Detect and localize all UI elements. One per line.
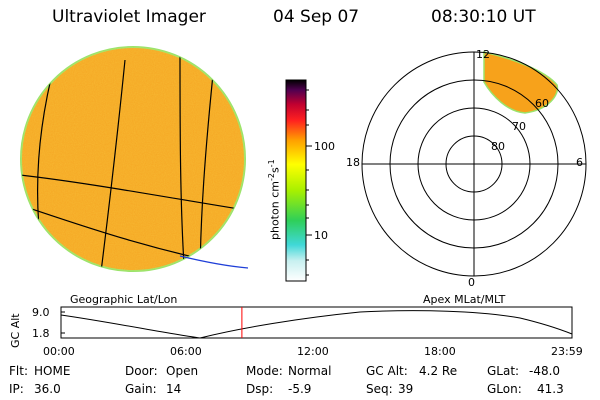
door-value: Open bbox=[166, 364, 199, 378]
time-tick-0600: 06:00 bbox=[170, 345, 202, 358]
gain-label: Gain: bbox=[125, 382, 157, 396]
gain-value: 14 bbox=[166, 382, 182, 396]
mode-value: Normal bbox=[288, 364, 332, 378]
mlat-label-60: 60 bbox=[535, 97, 549, 110]
ip-value: 36.0 bbox=[34, 382, 61, 396]
mlt-label-0: 0 bbox=[468, 276, 475, 289]
geographic-label: Geographic Lat/Lon bbox=[70, 293, 178, 306]
gcalt-value: 4.2 Re bbox=[419, 364, 458, 378]
mlt-label-18: 18 bbox=[346, 156, 360, 169]
flt-label: Flt: bbox=[9, 364, 28, 378]
colorbar-tick-100: 100 bbox=[314, 140, 335, 153]
mlat-label-70: 70 bbox=[512, 120, 526, 133]
glon-label: GLon: bbox=[487, 382, 522, 396]
ip-label: IP: bbox=[9, 382, 24, 396]
mode-label: Mode: bbox=[246, 364, 283, 378]
glat-label: GLat: bbox=[487, 364, 520, 378]
mlt-label-12: 12 bbox=[476, 48, 490, 61]
mlt-label-6: 6 bbox=[576, 156, 583, 169]
date-text: 04 Sep 07 bbox=[273, 7, 360, 27]
colorbar-tick-10: 10 bbox=[314, 229, 328, 242]
gc-alt-ylabel: GC Alt bbox=[9, 313, 22, 348]
time-tick-1200: 12:00 bbox=[297, 345, 329, 358]
door-label: Door: bbox=[125, 364, 158, 378]
earth-disk bbox=[20, 46, 246, 272]
time-tick-1800: 18:00 bbox=[424, 345, 456, 358]
time-tick-0000: 00:00 bbox=[43, 345, 75, 358]
alt-tick-1-8: 1.8 bbox=[32, 327, 50, 340]
gcalt-label: GC Alt: bbox=[366, 364, 408, 378]
mlat-label-80: 80 bbox=[491, 140, 505, 153]
glat-value: -48.0 bbox=[529, 364, 561, 378]
flt-value: HOME bbox=[34, 364, 71, 378]
apex-label: Apex MLat/MLT bbox=[423, 293, 506, 306]
altitude-curve bbox=[60, 310, 573, 339]
colorbar-label: photon cm-2s-1 bbox=[267, 159, 282, 240]
seq-label: Seq: bbox=[366, 382, 393, 396]
dsp-value: -5.9 bbox=[288, 382, 312, 396]
glon-value: 41.3 bbox=[537, 382, 564, 396]
alt-tick-9: 9.0 bbox=[32, 306, 50, 319]
seq-value: 39 bbox=[398, 382, 414, 396]
instrument-title: Ultraviolet Imager bbox=[52, 7, 206, 27]
blue-track-line bbox=[179, 255, 249, 269]
dsp-label: Dsp: bbox=[246, 382, 274, 396]
time-tick-2359: 23:59 bbox=[551, 345, 583, 358]
time-text: 08:30:10 UT bbox=[431, 7, 536, 27]
latlon-grid bbox=[21, 51, 245, 271]
